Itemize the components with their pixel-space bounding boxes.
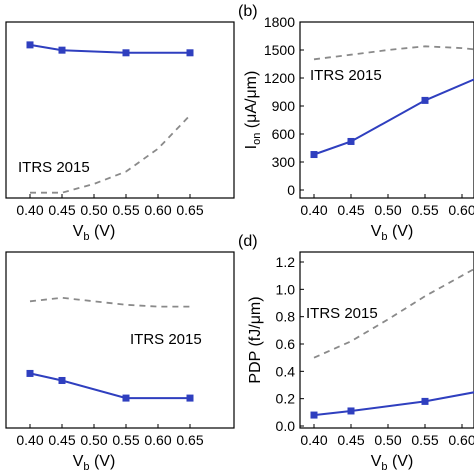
y-tick-label: 0.2 [276,391,296,407]
y-tick-label: 1200 [264,70,295,86]
itrs-line-b [313,45,474,61]
x-tick-label: 0.50 [80,202,107,218]
data-point-a [186,49,194,57]
data-point-c [122,394,130,402]
x-tick-label: 0.55 [411,202,438,218]
data-line-a [29,43,190,54]
data-line-d [313,391,474,417]
x-tick-label: 0.45 [48,432,75,448]
y-tick-label: 0.4 [276,363,296,379]
x-tick-label: 0.65 [176,202,203,218]
x-axis-label: Vb (V) [73,453,116,473]
itrs-annotation: ITRS 2015 [130,331,202,348]
x-tick-label: 0.55 [112,202,139,218]
y-tick-label: 0.8 [276,309,296,325]
x-tick-label: 0.60 [144,432,171,448]
axes-frame-b [299,21,474,199]
x-axis-label: Vb (V) [371,453,414,473]
x-tick-label: 0.50 [374,202,401,218]
data-point-d [310,411,318,419]
y-tick-label: 0.0 [276,418,296,434]
x-tick-label: 0.40 [300,202,327,218]
data-point-c [186,394,194,402]
data-point-d [347,407,355,415]
panel-label: (b) [238,3,258,20]
panel-a: 0.40 0.45 0.50 0.55 0.60 0.65 Vb (V) ITRS 2015 [5,21,235,243]
y-tick-label: 0 [287,182,295,198]
axes-frame-d [299,251,474,429]
y-axis-label: Ion (μA/μm) [243,71,263,150]
x-tick-label: 0.60 [144,202,171,218]
y-tick-label: 1.2 [276,254,296,270]
data-point-a [58,46,66,54]
y-tick-label: 1800 [264,14,295,30]
data-point-c [26,369,34,377]
y-tick-label: 1500 [264,42,295,58]
data-line-c [29,372,190,400]
x-tick-label: 0.45 [337,432,364,448]
x-tick-label: 0.40 [16,202,43,218]
data-point-b [347,137,355,145]
x-tick-label: 0.60 [448,432,474,448]
x-axis-label: Vb (V) [73,223,116,243]
x-tick-label: 0.45 [337,202,364,218]
panel-label: (d) [238,233,258,250]
data-point-b [310,151,318,159]
itrs-annotation: ITRS 2015 [18,159,90,176]
y-tick-label: 900 [272,98,296,114]
y-tick-label: 0.6 [276,336,296,352]
panel-b: 0.40 0.45 0.50 0.55 0.60 0 300 600 900 1200 1500 18… [238,3,474,243]
itrs-line-d [313,268,474,359]
itrs-line-a [30,114,191,194]
y-tick-label: 300 [272,154,296,170]
x-tick-label: 0.50 [80,432,107,448]
y-axis-label: PDP (fJ/μm) [247,296,264,383]
itrs-annotation: ITRS 2015 [310,67,382,84]
data-line-b [313,78,474,156]
x-tick-label: 0.40 [16,432,43,448]
x-axis-label: Vb (V) [371,223,414,243]
y-tick-label: 1.0 [276,281,296,297]
x-tick-label: 0.60 [448,202,474,218]
data-point-d [421,397,429,405]
data-point-a [26,41,34,49]
itrs-annotation: ITRS 2015 [306,305,378,322]
axes-frame-c [5,251,235,429]
y-tick-label: 600 [272,126,296,142]
x-tick-label: 0.40 [300,432,327,448]
x-tick-label: 0.55 [411,432,438,448]
x-tick-label: 0.45 [48,202,75,218]
axes-frame-a [5,21,235,199]
x-tick-label: 0.55 [112,432,139,448]
panel-c: 0.40 0.45 0.50 0.55 0.60 0.65 Vb (V) ITRS 2015 [5,251,235,473]
data-point-a [122,49,130,57]
data-point-b [421,96,429,104]
x-tick-label: 0.65 [176,432,203,448]
x-tick-label: 0.50 [374,432,401,448]
itrs-line-c [29,296,190,308]
panel-d: 0.40 0.45 0.50 0.55 0.60 0.0 0.2 0.4 0.6 0.8 1.0 1.… [238,233,474,473]
data-point-c [58,376,66,384]
